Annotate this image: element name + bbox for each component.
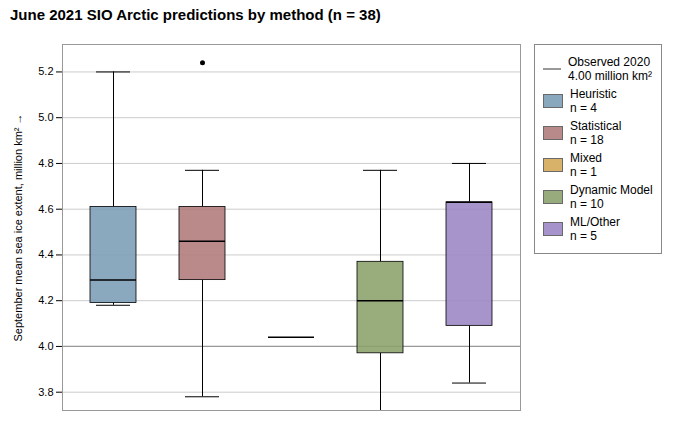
svg-text:September mean sea ice extent,: September mean sea ice extent, million k… [12, 113, 24, 341]
svg-text:4.8: 4.8 [38, 157, 53, 169]
html-text:Observed 2020: Observed 2020 [568, 55, 651, 69]
svg-text:3.8: 3.8 [38, 386, 53, 398]
svg-text:5.0: 5.0 [38, 111, 53, 123]
html-text:ML/Other: ML/Other [570, 215, 620, 229]
html-text:n = 10: n = 10 [570, 197, 604, 211]
html-text:n = 1: n = 1 [570, 165, 597, 179]
svg-text:5.2: 5.2 [38, 65, 53, 77]
html-text:Heuristic: Heuristic [570, 87, 617, 101]
html-text:June 2021 SIO Arctic predictio: June 2021 SIO Arctic predictions by meth… [10, 6, 381, 23]
html-text:n = 18: n = 18 [570, 133, 604, 147]
html-text:4.00 million km²: 4.00 million km² [568, 69, 652, 83]
svg-text:4.2: 4.2 [38, 294, 53, 306]
html-text:Mixed: Mixed [570, 151, 602, 165]
html-text:n = 5: n = 5 [570, 229, 597, 243]
html-text:n = 4: n = 4 [570, 101, 597, 115]
svg-text:4.6: 4.6 [38, 203, 53, 215]
svg-text:4.4: 4.4 [38, 248, 53, 260]
html-text:Statistical: Statistical [570, 119, 622, 133]
svg-text:4.0: 4.0 [38, 340, 53, 352]
html-text:Dynamic Model: Dynamic Model [570, 183, 653, 197]
